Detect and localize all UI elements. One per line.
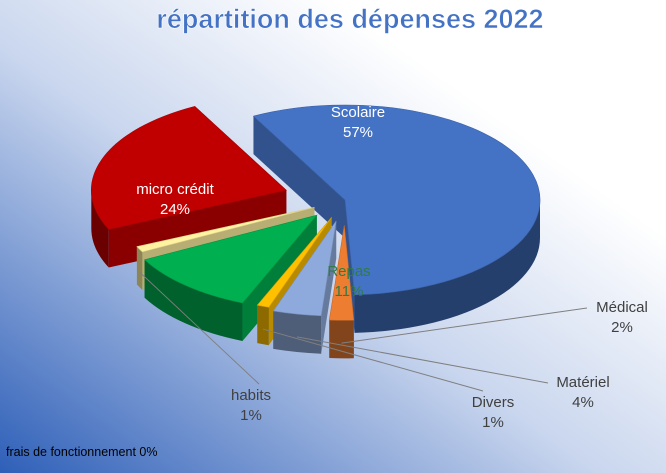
pie-slice-materiel-outer-wall	[273, 310, 322, 354]
slice-label-materiel: Matériel	[556, 374, 609, 391]
slice-label-medical: Médical	[596, 299, 648, 316]
chart-footnote: frais de fonctionnement 0%	[6, 445, 157, 459]
pie-slice-medical-top	[328, 225, 355, 321]
pie-slice-medical[interactable]	[328, 225, 355, 359]
pie-slice-materiel-top	[272, 220, 337, 317]
pie-slice-scolaire-top	[252, 104, 541, 296]
slice-value-micro-credit: 24%	[160, 201, 190, 218]
slice-label-scolaire: Scolaire	[331, 104, 385, 121]
chart-title: répartition des dépenses 2022	[156, 4, 543, 34]
pie-slice-medical-outer-wall	[329, 320, 354, 359]
slice-value-materiel: 4%	[572, 394, 594, 411]
pie-slice-materiel[interactable]	[272, 220, 337, 354]
pie-slice-habits-top	[136, 207, 315, 253]
pie-slice-divers-outer-wall	[257, 305, 269, 346]
pie-slice-micro-credit-outer-wall	[91, 190, 109, 268]
slice-value-habits: 1%	[240, 407, 262, 424]
slice-value-medical: 2%	[611, 319, 633, 336]
pie-slice-scolaire-side-end	[345, 200, 355, 333]
leader-line-divers	[262, 328, 484, 392]
pie-slice-scolaire-side-start	[253, 116, 345, 238]
leader-line-medical	[341, 307, 588, 344]
slice-value-divers: 1%	[482, 414, 504, 431]
pie-slice-habits-outer-wall	[136, 246, 143, 290]
slice-label-repas: Repas	[327, 263, 370, 280]
pie-slice-divers-top	[256, 217, 332, 308]
pie-slice-repas-outer-wall	[144, 259, 243, 341]
leader-line-habits	[139, 271, 260, 385]
slice-label-habits: habits	[231, 387, 271, 404]
slice-value-repas: 11%	[335, 283, 364, 300]
pie-slice-scolaire[interactable]	[252, 104, 541, 333]
slice-label-micro-credit: micro crédit	[136, 181, 214, 198]
pie-slice-micro-credit-top	[91, 106, 287, 230]
leader-line-materiel	[296, 336, 549, 384]
slice-label-divers: Divers	[472, 394, 515, 411]
slice-value-scolaire: 57%	[343, 124, 373, 141]
pie-slice-repas-top	[144, 214, 318, 304]
pie-slice-scolaire-outer-wall	[354, 200, 540, 333]
